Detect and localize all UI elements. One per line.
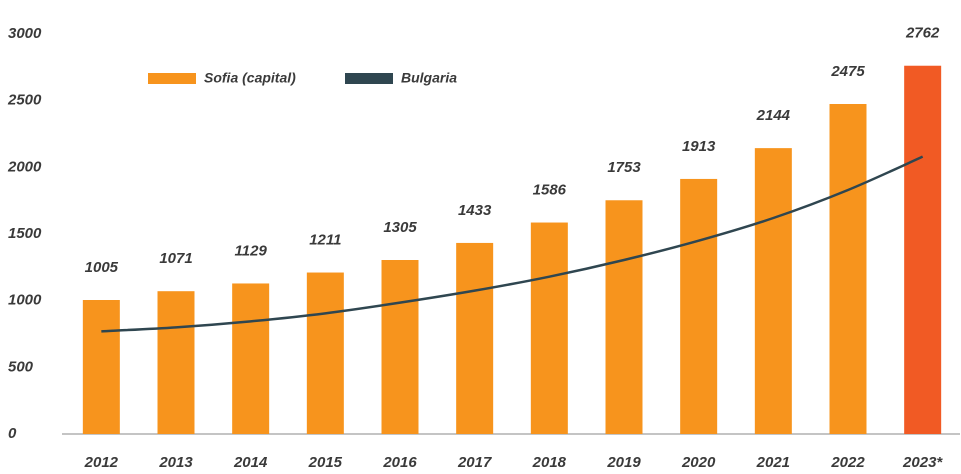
value-label: 1753 xyxy=(607,159,641,176)
bar xyxy=(530,222,568,434)
bar xyxy=(82,300,120,434)
y-tick-label: 0 xyxy=(8,425,17,442)
bar xyxy=(680,178,718,434)
legend-swatch xyxy=(345,73,393,84)
x-tick-label: 2014 xyxy=(233,454,268,471)
value-label: 1586 xyxy=(533,182,567,199)
value-label: 2475 xyxy=(830,63,865,80)
legend-swatch xyxy=(148,73,196,84)
legend-label: Bulgaria xyxy=(401,70,457,86)
bar xyxy=(754,148,792,434)
x-tick-label: 2018 xyxy=(532,454,567,471)
value-label: 1433 xyxy=(458,202,492,219)
bar xyxy=(157,291,195,434)
bar xyxy=(232,283,270,434)
value-label: 2762 xyxy=(905,25,940,42)
bar xyxy=(381,260,419,434)
x-tick-label: 2022 xyxy=(830,454,865,471)
x-tick-label: 2020 xyxy=(681,454,716,471)
value-label: 2144 xyxy=(756,107,791,124)
x-tick-label: 2012 xyxy=(84,454,119,471)
x-tick-label: 2016 xyxy=(382,454,417,471)
bar xyxy=(306,272,344,434)
line xyxy=(101,155,924,333)
value-label: 1071 xyxy=(159,250,192,267)
y-tick-label: 2000 xyxy=(7,158,42,175)
x-tick-label: 2015 xyxy=(308,454,343,471)
y-tick-label: 1500 xyxy=(8,225,42,242)
y-tick-label: 500 xyxy=(8,358,34,375)
bar xyxy=(605,200,643,434)
y-tick-label: 3000 xyxy=(8,25,42,42)
value-label: 1005 xyxy=(85,259,119,276)
bar xyxy=(456,242,494,434)
bar xyxy=(904,65,942,434)
x-tick-label: 2013 xyxy=(158,454,193,471)
value-label: 1129 xyxy=(235,242,268,259)
legend-label: Sofia (capital) xyxy=(204,70,296,86)
bar xyxy=(829,104,867,434)
value-label: 1913 xyxy=(682,138,716,155)
x-tick-label: 2017 xyxy=(457,454,492,471)
y-tick-label: 1000 xyxy=(8,292,42,309)
y-tick-label: 2500 xyxy=(7,92,42,109)
x-tick-label: 2023* xyxy=(902,454,943,471)
value-label: 1211 xyxy=(309,232,341,249)
x-tick-label: 2019 xyxy=(606,454,641,471)
x-tick-label: 2021 xyxy=(756,454,790,471)
value-label: 1305 xyxy=(383,219,417,236)
